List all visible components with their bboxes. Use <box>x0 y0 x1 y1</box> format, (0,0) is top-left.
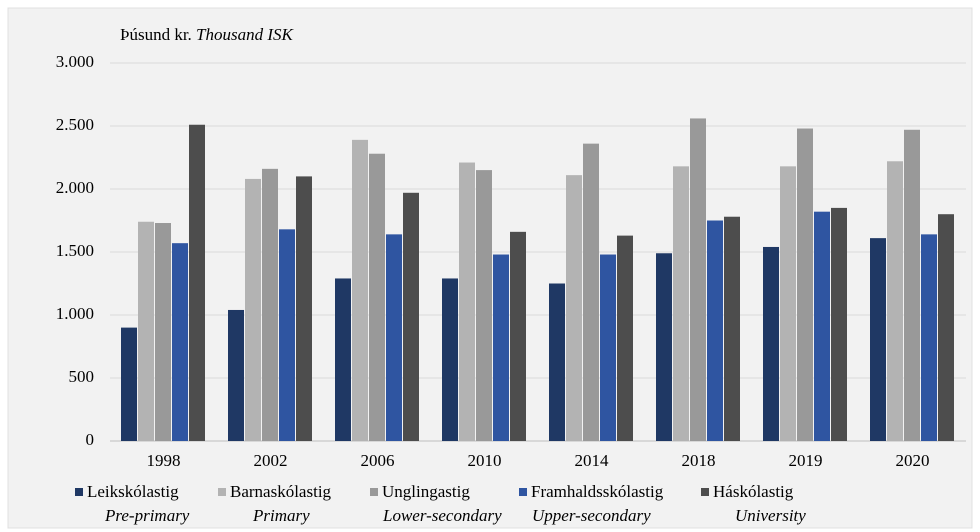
x-tick-label: 2020 <box>896 451 930 470</box>
x-tick-label: 2010 <box>468 451 502 470</box>
y-tick-label: 500 <box>69 367 95 386</box>
bar <box>707 220 723 441</box>
bar <box>831 207 847 441</box>
bar <box>510 231 526 441</box>
bar <box>904 129 920 441</box>
bar <box>121 327 137 441</box>
legend-label: Unglingastig <box>382 482 470 501</box>
legend-swatch <box>701 488 709 496</box>
bar <box>352 139 368 442</box>
y-tick-label: 2.000 <box>56 178 94 197</box>
y-tick-label: 3.000 <box>56 52 94 71</box>
bar <box>763 246 779 441</box>
legend-label-en: Pre-primary <box>104 506 190 525</box>
y-tick-label: 2.500 <box>56 115 94 134</box>
bar <box>138 221 154 441</box>
legend-label-en: Lower-secondary <box>382 506 502 525</box>
x-tick-label: 1998 <box>147 451 181 470</box>
bar <box>673 166 689 441</box>
bar <box>583 143 599 441</box>
bar <box>549 283 565 441</box>
bar <box>279 229 295 441</box>
bar <box>600 254 616 441</box>
legend-label: Framhaldsskólastig <box>531 482 664 501</box>
legend-label-en: University <box>735 506 806 525</box>
bar <box>566 175 582 441</box>
y-tick-label: 1.500 <box>56 241 94 260</box>
y-tick-label: 1.000 <box>56 304 94 323</box>
bar <box>493 254 509 441</box>
bar <box>228 309 244 441</box>
bar <box>335 278 351 441</box>
bar <box>814 211 830 441</box>
bar <box>369 153 385 441</box>
legend-swatch <box>370 488 378 496</box>
legend-swatch <box>75 488 83 496</box>
bar <box>172 243 188 441</box>
bar <box>724 216 740 441</box>
bar <box>245 178 261 442</box>
y-axis-label: Þúsund kr. Thousand ISK <box>120 25 295 44</box>
legend-label-en: Upper-secondary <box>532 506 651 525</box>
bar <box>442 278 458 441</box>
x-tick-label: 2006 <box>361 451 395 470</box>
legend-swatch <box>519 488 527 496</box>
bar <box>476 170 492 441</box>
bar <box>459 162 475 442</box>
y-tick-label: 0 <box>86 430 95 449</box>
legend-label: Leikskólastig <box>87 482 179 501</box>
bar <box>921 234 937 441</box>
legend-label: Háskólastig <box>713 482 794 501</box>
legend-label: Barnaskólastig <box>230 482 332 501</box>
bar <box>870 238 886 441</box>
bar <box>656 253 672 441</box>
bar <box>797 128 813 441</box>
bar <box>690 118 706 441</box>
bar <box>296 176 312 441</box>
bar <box>780 166 796 441</box>
x-tick-label: 2018 <box>682 451 716 470</box>
bar <box>887 161 903 441</box>
x-tick-label: 2014 <box>575 451 610 470</box>
x-tick-label: 2019 <box>789 451 823 470</box>
bar <box>155 223 171 441</box>
legend-swatch <box>218 488 226 496</box>
bar <box>938 214 954 441</box>
legend-label-en: Primary <box>252 506 310 525</box>
bar <box>617 235 633 441</box>
y-label: Þúsund kr. <box>120 25 192 44</box>
bar <box>262 168 278 441</box>
bar <box>403 192 419 441</box>
y-label-en: Thousand ISK <box>196 25 294 44</box>
bar <box>386 234 402 441</box>
bar <box>189 124 205 442</box>
x-tick-label: 2002 <box>254 451 288 470</box>
